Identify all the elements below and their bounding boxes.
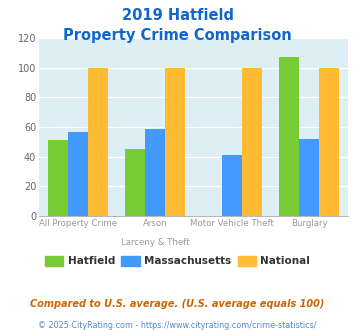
Text: Arson: Arson <box>143 219 167 228</box>
Bar <box>242 68 262 216</box>
Bar <box>279 57 299 216</box>
Bar <box>165 68 185 216</box>
Legend: Hatfield, Massachusetts, National: Hatfield, Massachusetts, National <box>40 251 315 270</box>
Bar <box>88 68 108 216</box>
Bar <box>222 155 242 216</box>
Bar <box>67 131 88 216</box>
Text: © 2025 CityRating.com - https://www.cityrating.com/crime-statistics/: © 2025 CityRating.com - https://www.city… <box>38 321 317 330</box>
Text: Burglary: Burglary <box>291 219 328 228</box>
Bar <box>299 139 320 216</box>
Text: Larceny & Theft: Larceny & Theft <box>121 238 189 247</box>
Text: Property Crime Comparison: Property Crime Comparison <box>63 28 292 43</box>
Bar <box>48 141 67 216</box>
Text: Compared to U.S. average. (U.S. average equals 100): Compared to U.S. average. (U.S. average … <box>30 299 325 309</box>
Text: Motor Vehicle Theft: Motor Vehicle Theft <box>190 219 274 228</box>
Text: 2019 Hatfield: 2019 Hatfield <box>121 8 234 23</box>
Text: All Property Crime: All Property Crime <box>39 219 117 228</box>
Bar <box>125 149 145 216</box>
Bar <box>320 68 339 216</box>
Bar <box>145 128 165 216</box>
